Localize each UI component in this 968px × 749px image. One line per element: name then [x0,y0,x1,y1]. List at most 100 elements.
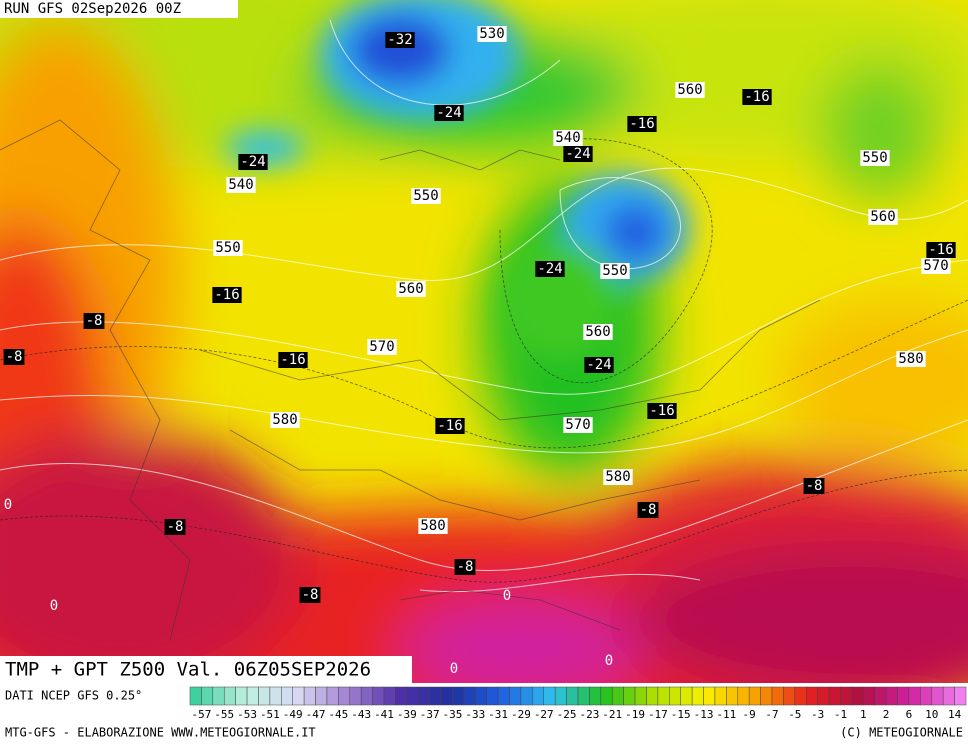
temperature-label: -8 [454,559,476,575]
temperature-label: -24 [434,105,464,121]
colorbar-swatch [771,686,784,706]
height-label-text: 550 [215,240,240,256]
height-label-text: 530 [479,26,504,42]
temperature-label-box [803,478,825,494]
colorbar-swatch [303,686,316,706]
colorbar-label: -3 [811,708,824,721]
colorbar-swatch [315,686,328,706]
colorbar-label: -37 [420,708,440,721]
height-label-box [583,324,613,340]
colorbar-swatch [532,686,545,706]
temperature-label-box [164,519,186,535]
colorbar-label: -9 [743,708,756,721]
temperature-label-text: -8 [302,587,319,603]
temperature-label-text: -8 [806,478,823,494]
colorbar-label: -29 [511,708,531,721]
colorbar-swatch [269,686,282,706]
colorbar-label: -27 [534,708,554,721]
temperature-label-text: -8 [167,519,184,535]
height-label: 550 [860,150,890,166]
temperature-label-text: -8 [6,349,23,365]
temperature-label-text: -32 [387,32,412,48]
zero-label-text: 0 [503,588,511,604]
temperature-label-box [627,116,657,132]
caption: TMP + GPT Z500 Val. 06Z05SEP2026 [5,659,371,681]
height-label: 530 [477,26,507,42]
temperature-label: -8 [637,502,659,518]
temperature-label-text: -24 [436,105,461,121]
height-label-text: 560 [677,82,702,98]
colorbar-swatch [212,686,225,706]
colorbar-label: -11 [716,708,736,721]
colorbar-swatch [429,686,442,706]
temperature-label-box [434,105,464,121]
colorbar-swatch [691,686,704,706]
temperature-label-text: -24 [537,261,562,277]
height-label-box [603,469,633,485]
colorbar-swatch [817,686,830,706]
colorbar-label: -47 [306,708,326,721]
colorbar-label: -15 [671,708,691,721]
temperature-label: -16 [742,89,772,105]
colorbar-swatch [908,686,921,706]
temperature-label-text: -24 [565,146,590,162]
height-label-text: 560 [398,281,423,297]
colorbar-swatch [395,686,408,706]
colorbar-swatch [600,686,613,706]
colorbar-swatch [851,686,864,706]
source: DATI NCEP GFS 0.25° [5,689,142,703]
colorbar-swatch [417,686,430,706]
colorbar-swatch [463,686,476,706]
colorbar-swatch [189,686,202,706]
height-label-text: 570 [369,339,394,355]
map-labels: 530 560 540 550 540 550 560 550 570 550 560 560 570 5… [3,26,956,677]
temperature-label-box [926,242,956,258]
height-label-box [396,281,426,297]
colorbar-label: -21 [602,708,622,721]
colorbar-swatch [954,686,967,706]
colorbar-swatch [760,686,773,706]
temperature-label: -8 [803,478,825,494]
height-label-box [860,150,890,166]
temperature-label: -24 [563,146,593,162]
height-label-box [868,209,898,225]
colorbar-label: -19 [625,708,645,721]
colorbar-swatch [748,686,761,706]
colorbar-swatch [589,686,602,706]
colorbar-swatch [543,686,556,706]
colorbar-label: -13 [694,708,714,721]
height-label-box [226,177,256,193]
colorbar-swatch [486,686,499,706]
height-label-text: 570 [565,417,590,433]
colorbar-swatch [726,686,739,706]
temperature-label-box [535,261,565,277]
colorbar-label: -17 [648,708,668,721]
height-label: 570 [367,339,397,355]
colorbar-label: -1 [834,708,847,721]
colorbar-label: -5 [788,708,801,721]
colorbar-swatch [885,686,898,706]
height-label: 560 [396,281,426,297]
zero-label: 0 [450,661,458,677]
height-label-box [921,258,951,274]
temperature-label-box [299,587,321,603]
height-label: 560 [868,209,898,225]
colorbar-label: -55 [214,708,234,721]
temperature-label-box [637,502,659,518]
temperature-label: -16 [212,287,242,303]
height-label-box [553,130,583,146]
temperature-label-box [435,418,465,434]
colorbar-label: 6 [906,708,913,721]
caption-box [0,656,412,683]
temperature-label-box [238,154,268,170]
temperature-label-text: -16 [928,242,953,258]
height-label: 580 [603,469,633,485]
colorbar-swatch [520,686,533,706]
zero-label-text: 0 [4,497,12,513]
temperature-label: -24 [535,261,565,277]
colorbar-swatch [680,686,693,706]
height-label-text: 550 [413,188,438,204]
temperature-label-box [563,146,593,162]
temperature-label-text: -8 [86,313,103,329]
